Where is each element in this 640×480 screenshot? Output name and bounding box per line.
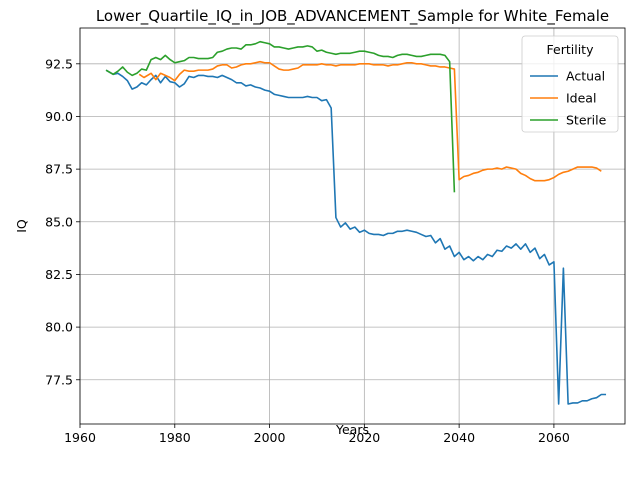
legend-label-actual: Actual: [566, 69, 605, 84]
legend-title: Fertility: [547, 42, 595, 57]
grid-lines: [79, 28, 625, 424]
series-line-actual: [105, 69, 607, 405]
y-tick-label: 87.5: [45, 162, 73, 177]
x-tick-label: 2040: [443, 430, 475, 445]
x-tick-label: 1980: [159, 430, 191, 445]
x-axis-label: Years: [335, 422, 369, 437]
y-tick-label: 92.5: [45, 56, 73, 71]
series-line-ideal: [138, 60, 602, 182]
y-axis-label: IQ: [14, 219, 29, 233]
x-tick-label: 2000: [254, 430, 286, 445]
x-tick-label: 2060: [538, 430, 570, 445]
axis-ticks: 1960 1980 2000 2020 2040 2060 77.5 80.0 82.5 85.0…: [45, 56, 570, 445]
y-tick-label: 90.0: [45, 109, 73, 124]
y-tick-label: 85.0: [45, 214, 73, 229]
x-tick-label: 1960: [64, 430, 96, 445]
y-tick-label: 80.0: [45, 320, 73, 335]
chart-title: Lower_Quartile_IQ_in_JOB_ADVANCEMENT_Sam…: [96, 7, 609, 26]
legend-label-ideal: Ideal: [566, 91, 596, 106]
legend: Fertility Actual Ideal Sterile: [521, 35, 619, 133]
legend-label-sterile: Sterile: [566, 113, 607, 128]
y-tick-label: 77.5: [45, 372, 73, 387]
plot-series: [105, 40, 607, 405]
series-line-sterile: [105, 40, 456, 193]
y-tick-label: 82.5: [45, 267, 73, 282]
x-tick-label: 2020: [348, 430, 380, 445]
axes-frame: [79, 27, 626, 425]
legend-box: [521, 35, 619, 133]
